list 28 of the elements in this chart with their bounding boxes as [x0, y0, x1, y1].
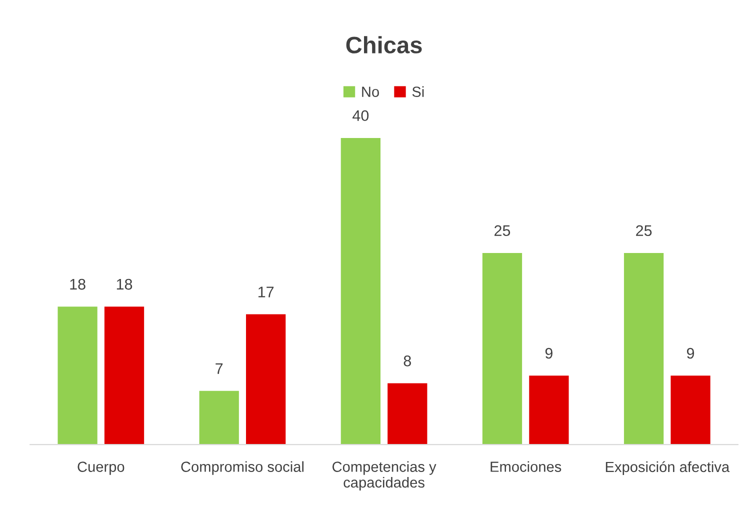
data-label: 17 — [258, 286, 274, 298]
data-label: 8 — [404, 356, 411, 366]
x-tick-label: Compromiso social — [181, 461, 304, 475]
bar — [104, 306, 144, 445]
legend-label: No — [362, 86, 379, 97]
data-label: 7 — [216, 363, 223, 374]
data-label: 9 — [686, 348, 694, 359]
bar — [199, 390, 239, 445]
data-label: 25 — [494, 225, 510, 236]
bar — [670, 376, 710, 445]
bar — [340, 138, 380, 445]
bar — [388, 383, 428, 445]
data-label: 18 — [70, 278, 86, 290]
data-label: 25 — [636, 225, 652, 236]
x-tick-label: Emociones — [490, 461, 562, 472]
data-label: 18 — [116, 278, 132, 290]
bar — [246, 314, 286, 445]
x-tick-label: Cuerpo — [78, 462, 124, 475]
x-tick-label: Competencias y capacidades — [332, 461, 436, 491]
legend-label: Si — [412, 86, 424, 97]
bar — [529, 376, 569, 445]
chart-title: Chicas — [346, 36, 422, 54]
bar — [482, 252, 522, 445]
bar — [58, 306, 98, 445]
data-label: 40 — [352, 110, 369, 122]
x-tick-label: Exposición afectiva — [606, 461, 730, 475]
bar — [624, 252, 664, 445]
data-label: 9 — [545, 348, 552, 359]
